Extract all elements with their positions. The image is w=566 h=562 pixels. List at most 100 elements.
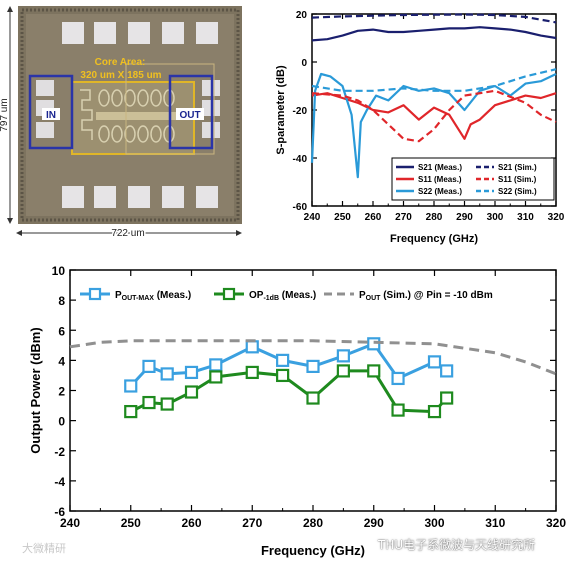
- pad-bottom-3: [162, 186, 184, 208]
- power-ytick-label-3: 4: [58, 354, 65, 368]
- port-in-label: IN: [46, 110, 56, 121]
- power-series-1-point-2: [160, 397, 174, 411]
- power-xtick-label-3: 270: [242, 516, 262, 530]
- s-param-legend-label-3: S21 (Sim.): [498, 163, 537, 172]
- power-series-1-point-5: [245, 365, 259, 380]
- s-param-series-5-line: [311, 68, 557, 92]
- power-ytick-label-4: 2: [58, 385, 65, 399]
- core-inductor-bottom-2: [124, 125, 136, 143]
- power-series-0-point-4: [209, 358, 223, 372]
- s-param-chart: 240 250 260 270 280 290 300 310 320 20 0 -20 -40 -60 F…: [275, 10, 565, 245]
- power-series-0-point-8: [336, 349, 350, 363]
- power-series-1-point-11: [427, 404, 442, 419]
- core-inductor-bottom-0: [98, 125, 110, 143]
- port-out-box: [168, 74, 214, 150]
- pad-top-3: [162, 22, 184, 44]
- power-series-0-point-5: [245, 340, 259, 354]
- power-ytick-label-5: 0: [58, 415, 65, 429]
- power-series-1-point-4: [209, 370, 223, 384]
- power-ytick-label-0: 10: [52, 264, 66, 278]
- s-param-xtick-label-5: 290: [456, 212, 473, 223]
- power-legend-label-1: OP-1dB (Meas.): [249, 290, 316, 302]
- power-series-1-point-10: [391, 403, 405, 417]
- core-inductor-top-3: [137, 89, 149, 107]
- power-legend-marker-1: [222, 287, 236, 301]
- power-ytick-label-1: 8: [58, 294, 65, 308]
- s-param-legend: S21 (Meas.) S21 (Sim.) S11 (Meas.) S11 (Sim…: [391, 157, 555, 201]
- port-out-label: OUT: [179, 110, 200, 121]
- s-param-series-3-line: [311, 13, 557, 24]
- core-outline: [125, 63, 215, 155]
- s-param-xtick-label-0: 240: [304, 212, 321, 223]
- core-inductor-top-0: [98, 89, 110, 107]
- s-param-xtick-label-4: 280: [426, 212, 443, 223]
- port-out-label-bg: [176, 108, 204, 120]
- core-inductor-top-4: [150, 89, 162, 107]
- s-param-legend-label-0: S21 (Meas.): [418, 163, 462, 172]
- power-series-0-point-6: [276, 353, 290, 367]
- s-param-ytick-label-1: 0: [301, 58, 307, 69]
- power-series-0-point-12: [440, 364, 454, 378]
- power-ytick-label-6: -2: [54, 445, 65, 459]
- power-ytick-label-7: -4: [54, 475, 65, 489]
- power-xtick-label-0: 240: [60, 516, 80, 530]
- pad-bottom-1: [94, 186, 116, 208]
- pad-top-0: [62, 22, 84, 44]
- s-param-ytick-label-3: -40: [293, 154, 308, 165]
- s-param-xtick-label-1: 250: [334, 212, 351, 223]
- s-param-xtick-label-2: 260: [365, 212, 382, 223]
- power-series-0-point-11: [427, 355, 442, 369]
- s-param-legend-label-4: S11 (Sim.): [498, 175, 537, 184]
- s-param-legend-label-2: S22 (Meas.): [418, 187, 462, 196]
- core-inductor-top-2: [124, 89, 136, 107]
- power-chart: 240 250 260 270 280 290 300 310 320 10 8 6 4 2 0 -2 -4 -6…: [28, 264, 566, 558]
- width-dim-arrow-left: [16, 230, 22, 236]
- power-series-1-point-8: [336, 364, 350, 378]
- s-param-ytick-label-4: -60: [293, 202, 308, 213]
- s-param-xtick-label-8: 320: [548, 212, 565, 223]
- power-series-1-point-7: [306, 391, 320, 405]
- power-xtick-label-4: 280: [303, 516, 323, 530]
- power-plot-frame: [69, 269, 557, 512]
- power-xtick-label-8: 320: [546, 516, 566, 530]
- power-legend-marker-0: [88, 287, 102, 301]
- power-xtick-label-1: 250: [121, 516, 141, 530]
- height-dim-arrow-top: [7, 6, 13, 12]
- power-legend-label-0: POUT-MAX (Meas.): [115, 290, 191, 302]
- height-dim-arrow-bottom: [7, 218, 13, 224]
- pad-top-2: [128, 22, 150, 44]
- power-series-0-point-3: [184, 365, 199, 380]
- power-xtick-label-7: 310: [485, 516, 505, 530]
- s-param-xlabel: Frequency (GHz): [390, 233, 478, 245]
- core-inductor-bottom-1: [111, 125, 123, 143]
- power-xlabel: Frequency (GHz): [261, 543, 365, 558]
- s-param-ytick-label-0: 20: [296, 10, 308, 21]
- s-param-xtick-label-6: 300: [487, 212, 504, 223]
- watermark-right: THU电子系微波与天线研究所: [378, 538, 536, 552]
- s-param-series-0-line: [311, 26, 557, 42]
- port-in-box: [28, 74, 74, 150]
- s-param-xtick-label-3: 270: [395, 212, 412, 223]
- power-ytick-label-2: 6: [58, 324, 65, 338]
- pad-bottom-2: [128, 186, 150, 208]
- core-area-size: 320 um X 185 um: [80, 70, 161, 81]
- rf-pad-2: [36, 122, 54, 138]
- power-series-1-point-6: [276, 368, 290, 383]
- power-series-1-point-1: [142, 395, 156, 410]
- power-legend-label-2: POUT (Sim.) @ Pin = -10 dBm: [359, 290, 493, 302]
- power-series-0-point-7: [306, 359, 320, 373]
- pad-top-4: [196, 22, 218, 44]
- die-photo: IN OUT Core Area: 320 um X 185 um 797 um 722 …: [0, 6, 242, 241]
- power-series-1-point-0: [124, 404, 138, 419]
- core-area-label: Core Area:: [95, 57, 146, 68]
- s-param-legend-box: [391, 157, 555, 201]
- core-inductor-bottom-3: [137, 125, 149, 143]
- power-series-2-line: [69, 339, 557, 376]
- s-param-ylabel: S-parameter (dB): [275, 65, 287, 155]
- s-param-ytick-label-2: -20: [293, 106, 308, 117]
- power-xtick-label-5: 290: [364, 516, 384, 530]
- power-ytick-label-8: -6: [54, 505, 65, 519]
- seal-ring: [20, 8, 240, 222]
- s-param-legend-label-5: S22 (Sim.): [498, 187, 537, 196]
